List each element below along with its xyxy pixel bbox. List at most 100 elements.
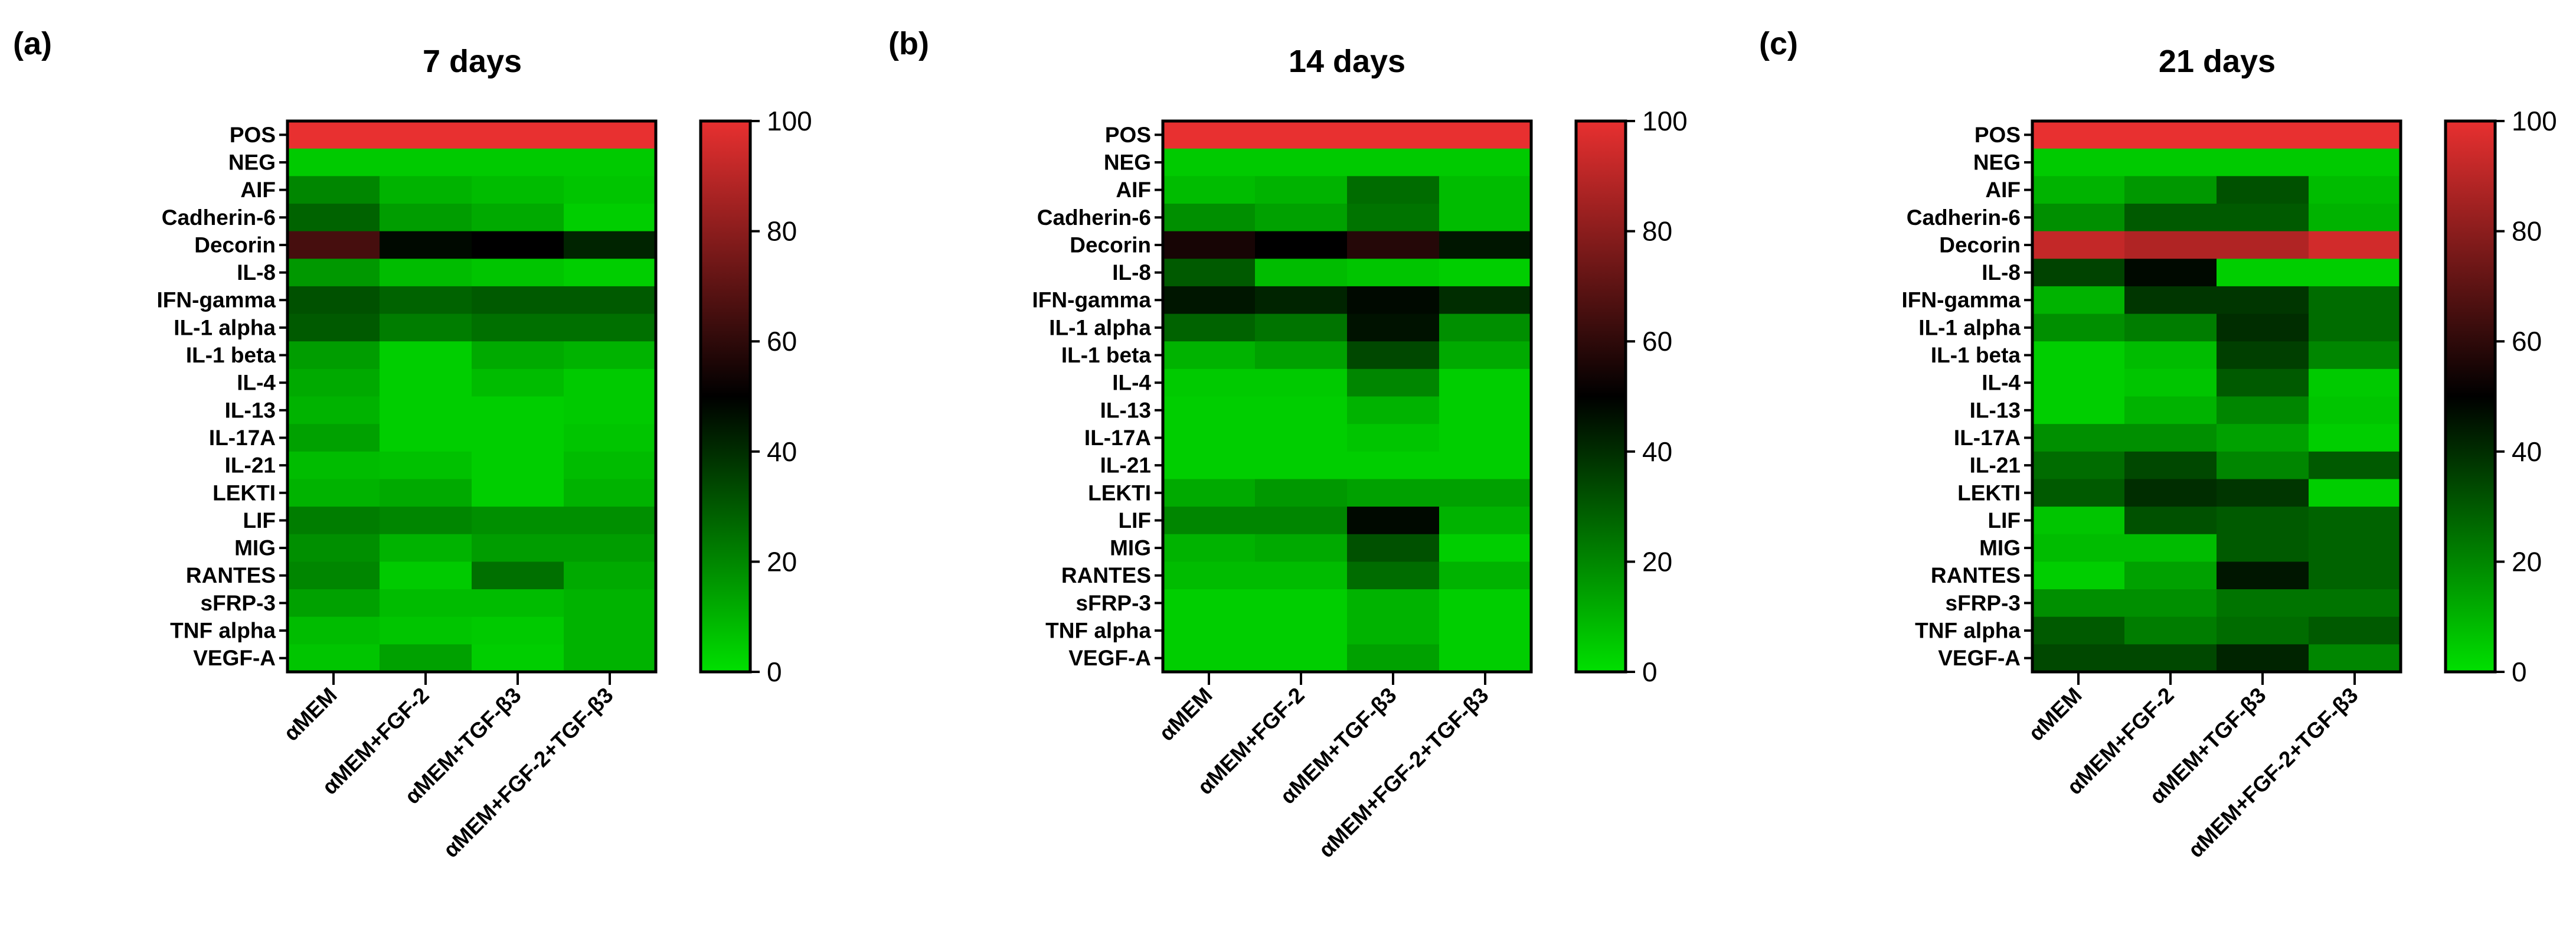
heatmap-cell xyxy=(287,286,380,315)
heatmap-cell xyxy=(287,644,380,672)
heatmap-cell xyxy=(1439,286,1532,315)
heatmap-cell xyxy=(2124,286,2217,315)
chart-title: 7 days xyxy=(423,44,522,79)
heatmap-cell xyxy=(2217,424,2309,452)
chart-title: 21 days xyxy=(2159,44,2276,79)
heatmap-cell xyxy=(472,121,564,149)
colorbar-tick-label: 100 xyxy=(1642,106,1688,136)
heatmap-cell xyxy=(1439,561,1532,590)
row-label: IL-17A xyxy=(1084,426,1151,450)
heatmap-cell xyxy=(1439,203,1532,232)
heatmap-cell xyxy=(2124,368,2217,397)
column-label: αMEM xyxy=(2024,683,2087,746)
row-label: IL-8 xyxy=(237,260,276,285)
heatmap-cell xyxy=(1255,368,1348,397)
panel-label: (b) xyxy=(888,26,929,61)
row-label: LIF xyxy=(243,508,276,533)
heatmap-cell xyxy=(1163,424,1256,452)
row-label: AIF xyxy=(1985,178,2021,202)
heatmap-cell xyxy=(2032,259,2125,287)
heatmap-cell xyxy=(287,203,380,232)
heatmap-cell xyxy=(2124,589,2217,618)
colorbar-tick-label: 80 xyxy=(2512,216,2542,247)
heatmap-cell xyxy=(472,507,564,535)
heatmap-cell xyxy=(1347,396,1440,424)
heatmap-cell xyxy=(564,176,656,204)
row-label: sFRP-3 xyxy=(1946,591,2021,615)
heatmap-cell xyxy=(1163,616,1256,645)
colorbar-tick-label: 0 xyxy=(2512,657,2527,687)
row-label: IL-17A xyxy=(1954,426,2021,450)
row-label: IL-21 xyxy=(225,453,276,478)
heatmap-cell xyxy=(1163,507,1256,535)
heatmap-cell xyxy=(287,534,380,562)
heatmap-cell xyxy=(2309,534,2401,562)
heatmap-cell xyxy=(472,534,564,562)
heatmap-cell xyxy=(287,507,380,535)
heatmap-cell xyxy=(564,121,656,149)
heatmap-cell xyxy=(2124,396,2217,424)
row-label: LEKTI xyxy=(213,481,276,505)
heatmap-cell xyxy=(2217,616,2309,645)
row-label: Decorin xyxy=(1070,233,1151,257)
heatmap-cell xyxy=(2032,589,2125,618)
heatmap-cell xyxy=(1163,589,1256,618)
heatmap-cell xyxy=(564,286,656,315)
colorbar-tick-label: 20 xyxy=(767,546,797,577)
colorbar-tick-label: 100 xyxy=(2512,106,2557,136)
heatmap-cell xyxy=(2309,121,2401,149)
heatmap-cell xyxy=(1163,121,1256,149)
row-label: AIF xyxy=(240,178,276,202)
row-label: LIF xyxy=(1119,508,1151,533)
heatmap-cell xyxy=(287,341,380,370)
heatmap-cell xyxy=(2309,368,2401,397)
heatmap-cell xyxy=(1255,479,1348,507)
heatmap-cell xyxy=(1347,203,1440,232)
heatmap-cell xyxy=(1163,534,1256,562)
heatmap-cell xyxy=(380,644,472,672)
heatmap-cell xyxy=(1347,148,1440,177)
heatmap-cell xyxy=(1255,176,1348,204)
heatmap-cell xyxy=(1347,341,1440,370)
row-label: AIF xyxy=(1116,178,1151,202)
heatmap-cell xyxy=(380,341,472,370)
heatmap-cell xyxy=(564,534,656,562)
heatmap-cell xyxy=(1255,121,1348,149)
row-label: LEKTI xyxy=(1957,481,2021,505)
heatmap-cell xyxy=(1347,368,1440,397)
heatmap-cell xyxy=(1439,534,1532,562)
heatmap-cell xyxy=(2217,479,2309,507)
heatmap-cell xyxy=(2309,479,2401,507)
heatmap-cell xyxy=(2309,148,2401,177)
row-label: Decorin xyxy=(1939,233,2021,257)
heatmap-cell xyxy=(380,286,472,315)
heatmap-cell xyxy=(287,314,380,342)
heatmap-cell xyxy=(2032,479,2125,507)
plot-frame xyxy=(286,119,658,674)
colorbar-tick-label: 100 xyxy=(767,106,812,136)
row-label: IL-4 xyxy=(1982,371,2021,395)
heatmap-cell xyxy=(2032,314,2125,342)
row-label: IL-4 xyxy=(237,371,276,395)
heatmap-cell xyxy=(2217,231,2309,259)
row-label: sFRP-3 xyxy=(201,591,276,615)
heatmap-cell xyxy=(2217,341,2309,370)
row-label: IL-8 xyxy=(1112,260,1151,285)
heatmap-cell xyxy=(1439,451,1532,480)
heatmap-cell xyxy=(380,424,472,452)
heatmap-cell xyxy=(472,424,564,452)
heatmap-cell xyxy=(1255,286,1348,315)
heatmap-cell xyxy=(287,589,380,618)
heatmap-cell xyxy=(1347,616,1440,645)
colorbar-tick-label: 20 xyxy=(1642,546,1672,577)
heatmap-cell xyxy=(1163,341,1256,370)
heatmap-cell xyxy=(2217,121,2309,149)
heatmap-cell xyxy=(1439,341,1532,370)
heatmap-cell xyxy=(2032,534,2125,562)
row-label: RANTES xyxy=(1061,563,1151,587)
heatmap-cell xyxy=(1255,561,1348,590)
heatmap-cell xyxy=(1347,589,1440,618)
row-label: POS xyxy=(1105,123,1151,147)
heatmap-cell xyxy=(1439,259,1532,287)
heatmap-cell xyxy=(2309,314,2401,342)
